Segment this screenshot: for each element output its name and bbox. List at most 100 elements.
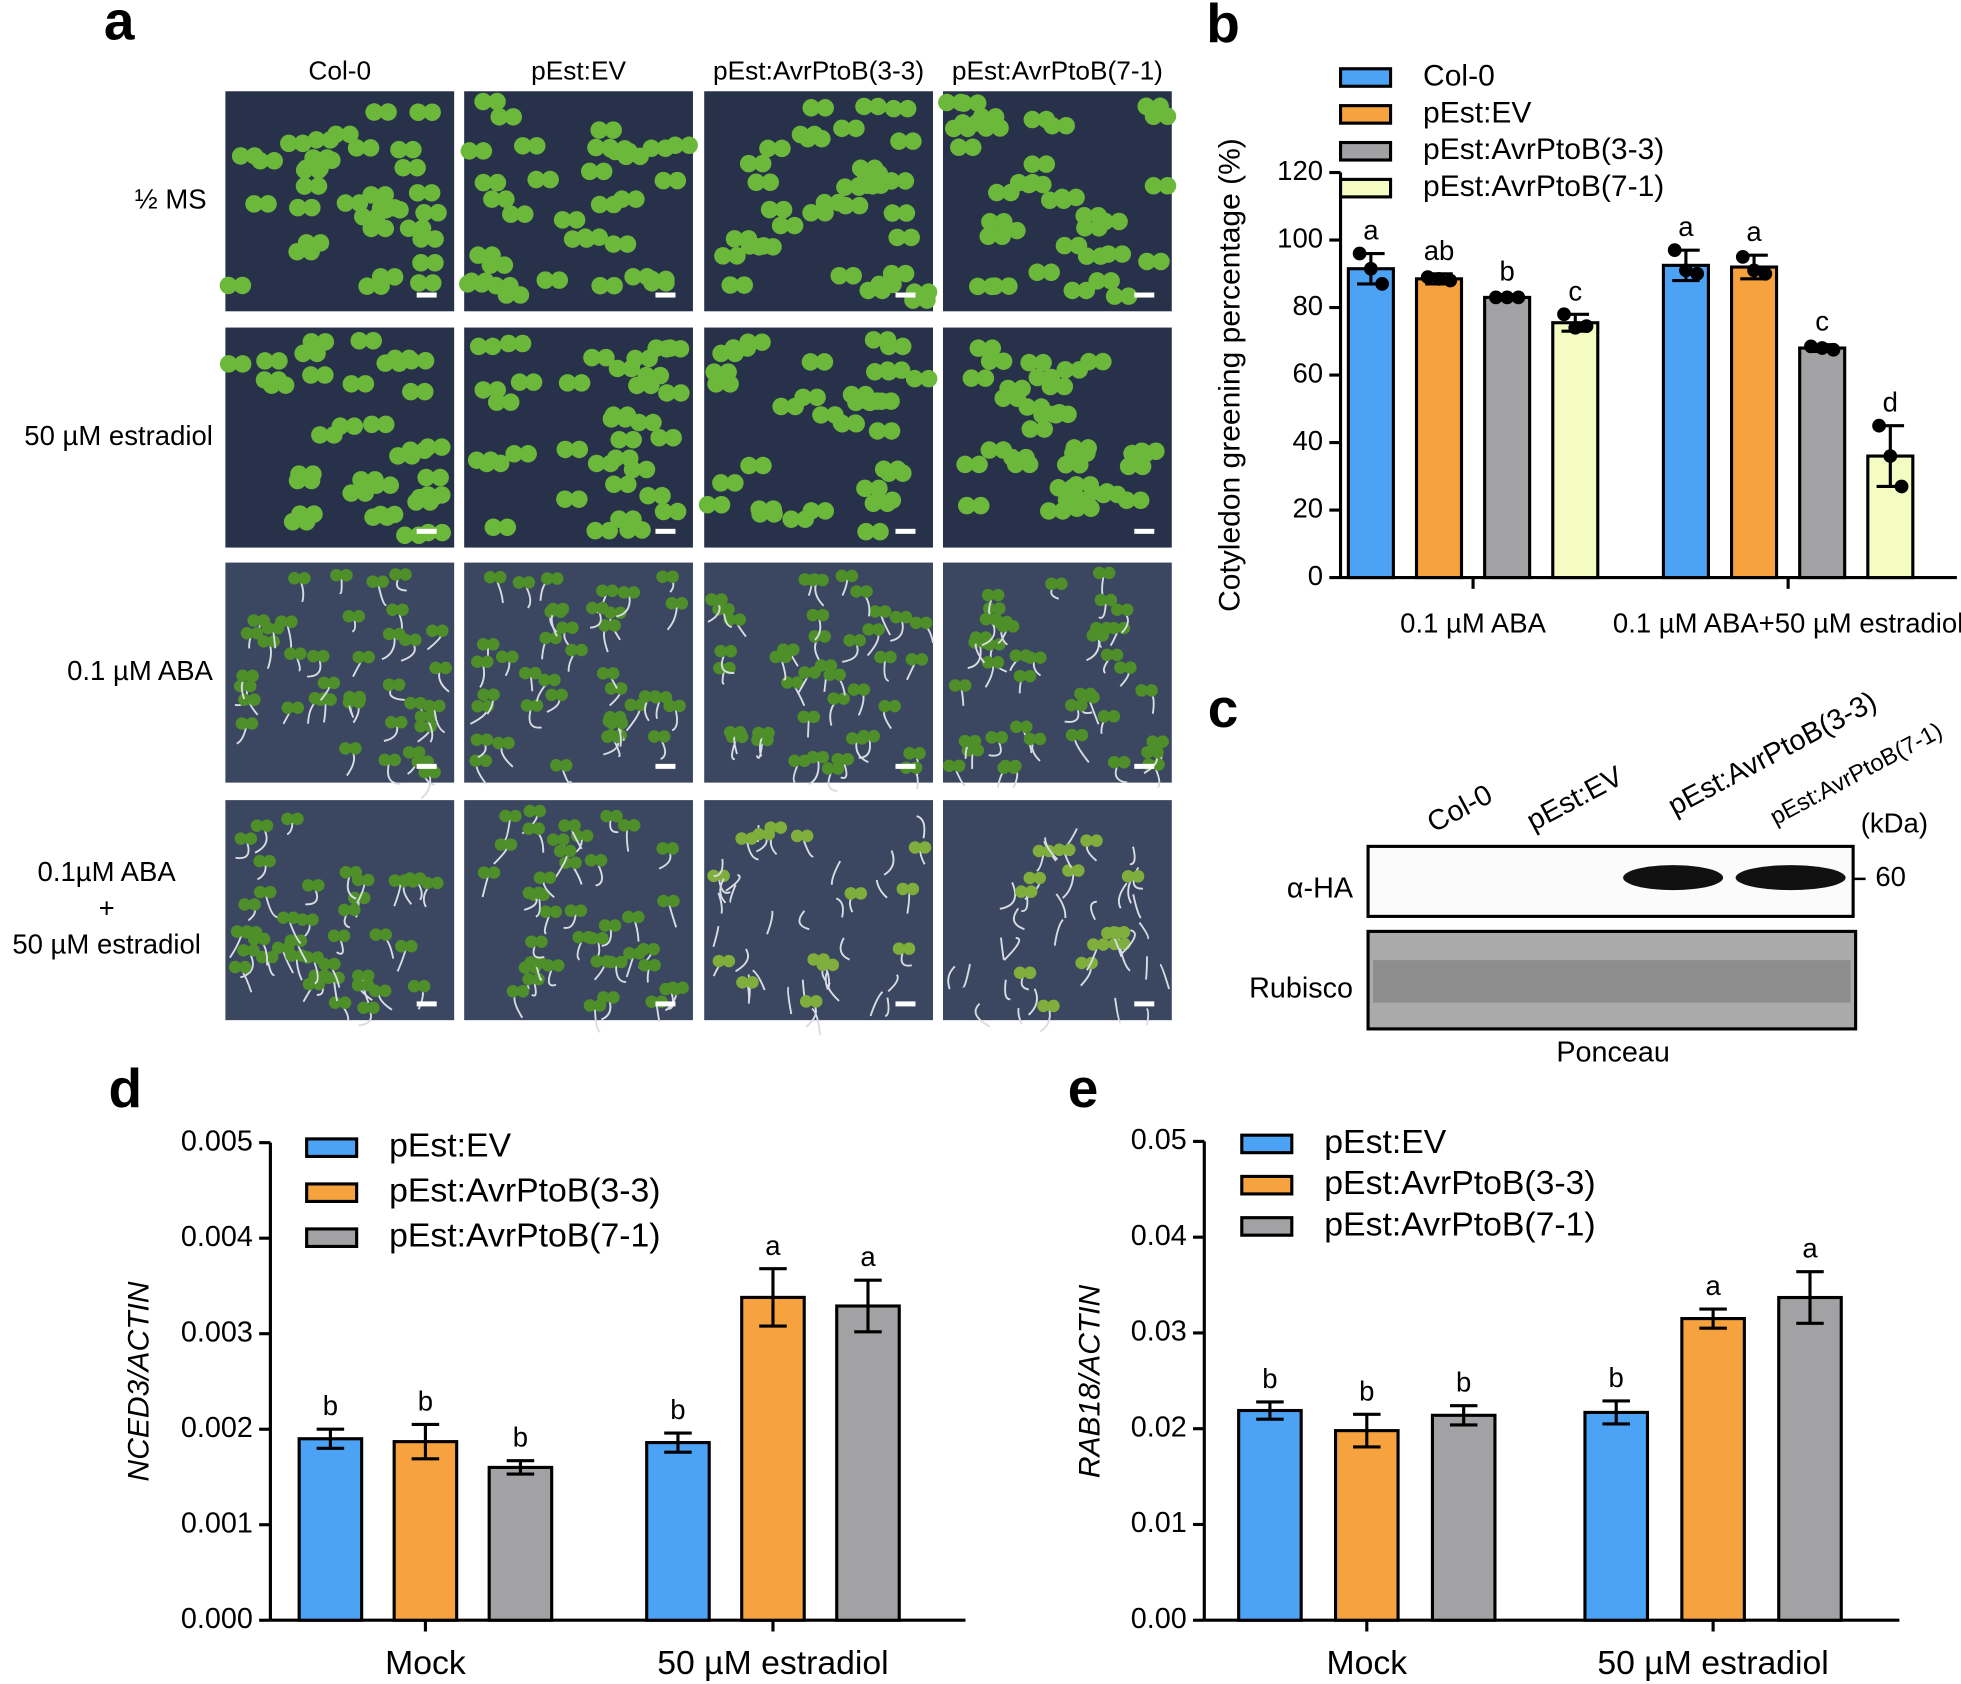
cotyledon bbox=[587, 138, 605, 157]
scale-bar bbox=[416, 292, 437, 298]
cotyledon bbox=[648, 730, 661, 743]
cotyledon bbox=[318, 149, 336, 167]
cotyledon bbox=[382, 627, 396, 641]
column-label: pEst:AvrPtoB(7-1) bbox=[952, 55, 1163, 85]
cotyledon bbox=[837, 692, 850, 705]
cotyledon bbox=[560, 759, 573, 772]
cotyledon bbox=[342, 375, 361, 393]
cotyledon bbox=[1063, 281, 1082, 300]
cotyledon bbox=[294, 934, 308, 947]
cotyledon bbox=[487, 393, 506, 411]
cotyledon bbox=[328, 957, 341, 971]
cotyledon bbox=[656, 842, 669, 855]
cotyledon bbox=[524, 373, 543, 391]
cotyledon bbox=[857, 522, 875, 541]
cotyledon bbox=[846, 414, 865, 432]
cotyledon bbox=[762, 726, 775, 740]
cotyledon bbox=[638, 690, 652, 703]
cotyledon bbox=[606, 584, 619, 598]
legend-swatch bbox=[1240, 1174, 1294, 1196]
cotyledon bbox=[1023, 669, 1037, 683]
y-tick-label: 0.00 bbox=[1131, 1603, 1187, 1635]
cotyledon bbox=[1020, 720, 1033, 734]
legend-label: pEst:AvrPtoB(7-1) bbox=[1324, 1205, 1595, 1243]
cotyledon bbox=[623, 947, 636, 960]
significance-letter: a bbox=[1705, 1270, 1721, 1301]
cotyledon bbox=[712, 474, 730, 492]
cotyledon bbox=[547, 833, 560, 846]
cotyledon bbox=[723, 725, 737, 739]
bar bbox=[487, 1465, 554, 1622]
cotyledon bbox=[740, 237, 759, 255]
cotyledon bbox=[281, 812, 294, 826]
photo-background bbox=[942, 800, 1172, 1021]
cotyledon bbox=[909, 616, 923, 630]
cotyledon bbox=[801, 353, 820, 371]
data-point bbox=[1557, 307, 1571, 322]
cotyledon bbox=[1065, 728, 1079, 742]
cotyledon bbox=[1080, 834, 1093, 847]
cotyledon bbox=[596, 584, 609, 598]
hypocotyl bbox=[1012, 907, 1025, 931]
cotyledon bbox=[351, 978, 365, 992]
hypocotyl bbox=[1114, 997, 1122, 1024]
cotyledon bbox=[253, 885, 267, 899]
cotyledon bbox=[596, 667, 610, 680]
cotyledon bbox=[509, 809, 522, 823]
cotyledon bbox=[488, 173, 507, 192]
cotyledon bbox=[950, 138, 968, 157]
cotyledon bbox=[385, 268, 404, 286]
cotyledon bbox=[969, 631, 983, 644]
cotyledon bbox=[1023, 110, 1042, 129]
cotyledon bbox=[1080, 352, 1098, 371]
cotyledon bbox=[740, 456, 758, 475]
cotyledon bbox=[970, 455, 988, 474]
cotyledon bbox=[487, 688, 500, 701]
y-tick-label: 0.04 bbox=[1131, 1220, 1187, 1252]
legend-label: pEst:AvrPtoB(3-3) bbox=[389, 1172, 660, 1210]
cotyledon bbox=[772, 397, 790, 416]
cotyledon bbox=[376, 186, 394, 204]
cotyledon bbox=[624, 268, 642, 286]
cotyledon bbox=[902, 942, 916, 955]
cotyledon bbox=[754, 456, 772, 475]
cotyledon bbox=[600, 955, 613, 968]
cotyledon bbox=[1020, 353, 1038, 372]
cotyledon bbox=[261, 621, 275, 635]
cotyledon bbox=[404, 140, 422, 159]
cotyledon bbox=[1090, 219, 1108, 237]
cotyledon bbox=[618, 235, 637, 253]
cotyledon bbox=[991, 588, 1005, 602]
cotyledon bbox=[291, 701, 305, 715]
cotyledon bbox=[361, 978, 375, 992]
cotyledon bbox=[1006, 455, 1025, 474]
cotyledon bbox=[835, 569, 849, 583]
cotyledon bbox=[1141, 745, 1154, 759]
cotyledon bbox=[1075, 956, 1088, 970]
cotyledon bbox=[774, 200, 793, 219]
cotyledon bbox=[257, 932, 271, 946]
significance-letter: a bbox=[1802, 1233, 1818, 1264]
cotyledon bbox=[414, 720, 427, 733]
scale-bar bbox=[1134, 528, 1155, 534]
cotyledon bbox=[1111, 926, 1124, 940]
cotyledon bbox=[906, 882, 920, 896]
scale-bar bbox=[895, 763, 916, 769]
cotyledon bbox=[550, 759, 563, 772]
cotyledon bbox=[1100, 648, 1114, 662]
cotyledon bbox=[386, 603, 399, 616]
cotyledon bbox=[426, 624, 439, 637]
cotyledon bbox=[988, 183, 1006, 202]
cotyledon bbox=[1135, 684, 1148, 697]
hypocotyl bbox=[1053, 919, 1064, 946]
cotyledon bbox=[779, 650, 792, 664]
cotyledon bbox=[791, 125, 810, 144]
cotyledon bbox=[423, 103, 441, 121]
cotyledon bbox=[979, 612, 993, 626]
cotyledon bbox=[593, 999, 607, 1012]
cotyledon bbox=[512, 576, 526, 589]
cotyledon bbox=[878, 331, 897, 349]
cotyledon bbox=[962, 369, 981, 387]
cotyledon bbox=[754, 237, 773, 255]
cotyledon bbox=[524, 956, 537, 969]
